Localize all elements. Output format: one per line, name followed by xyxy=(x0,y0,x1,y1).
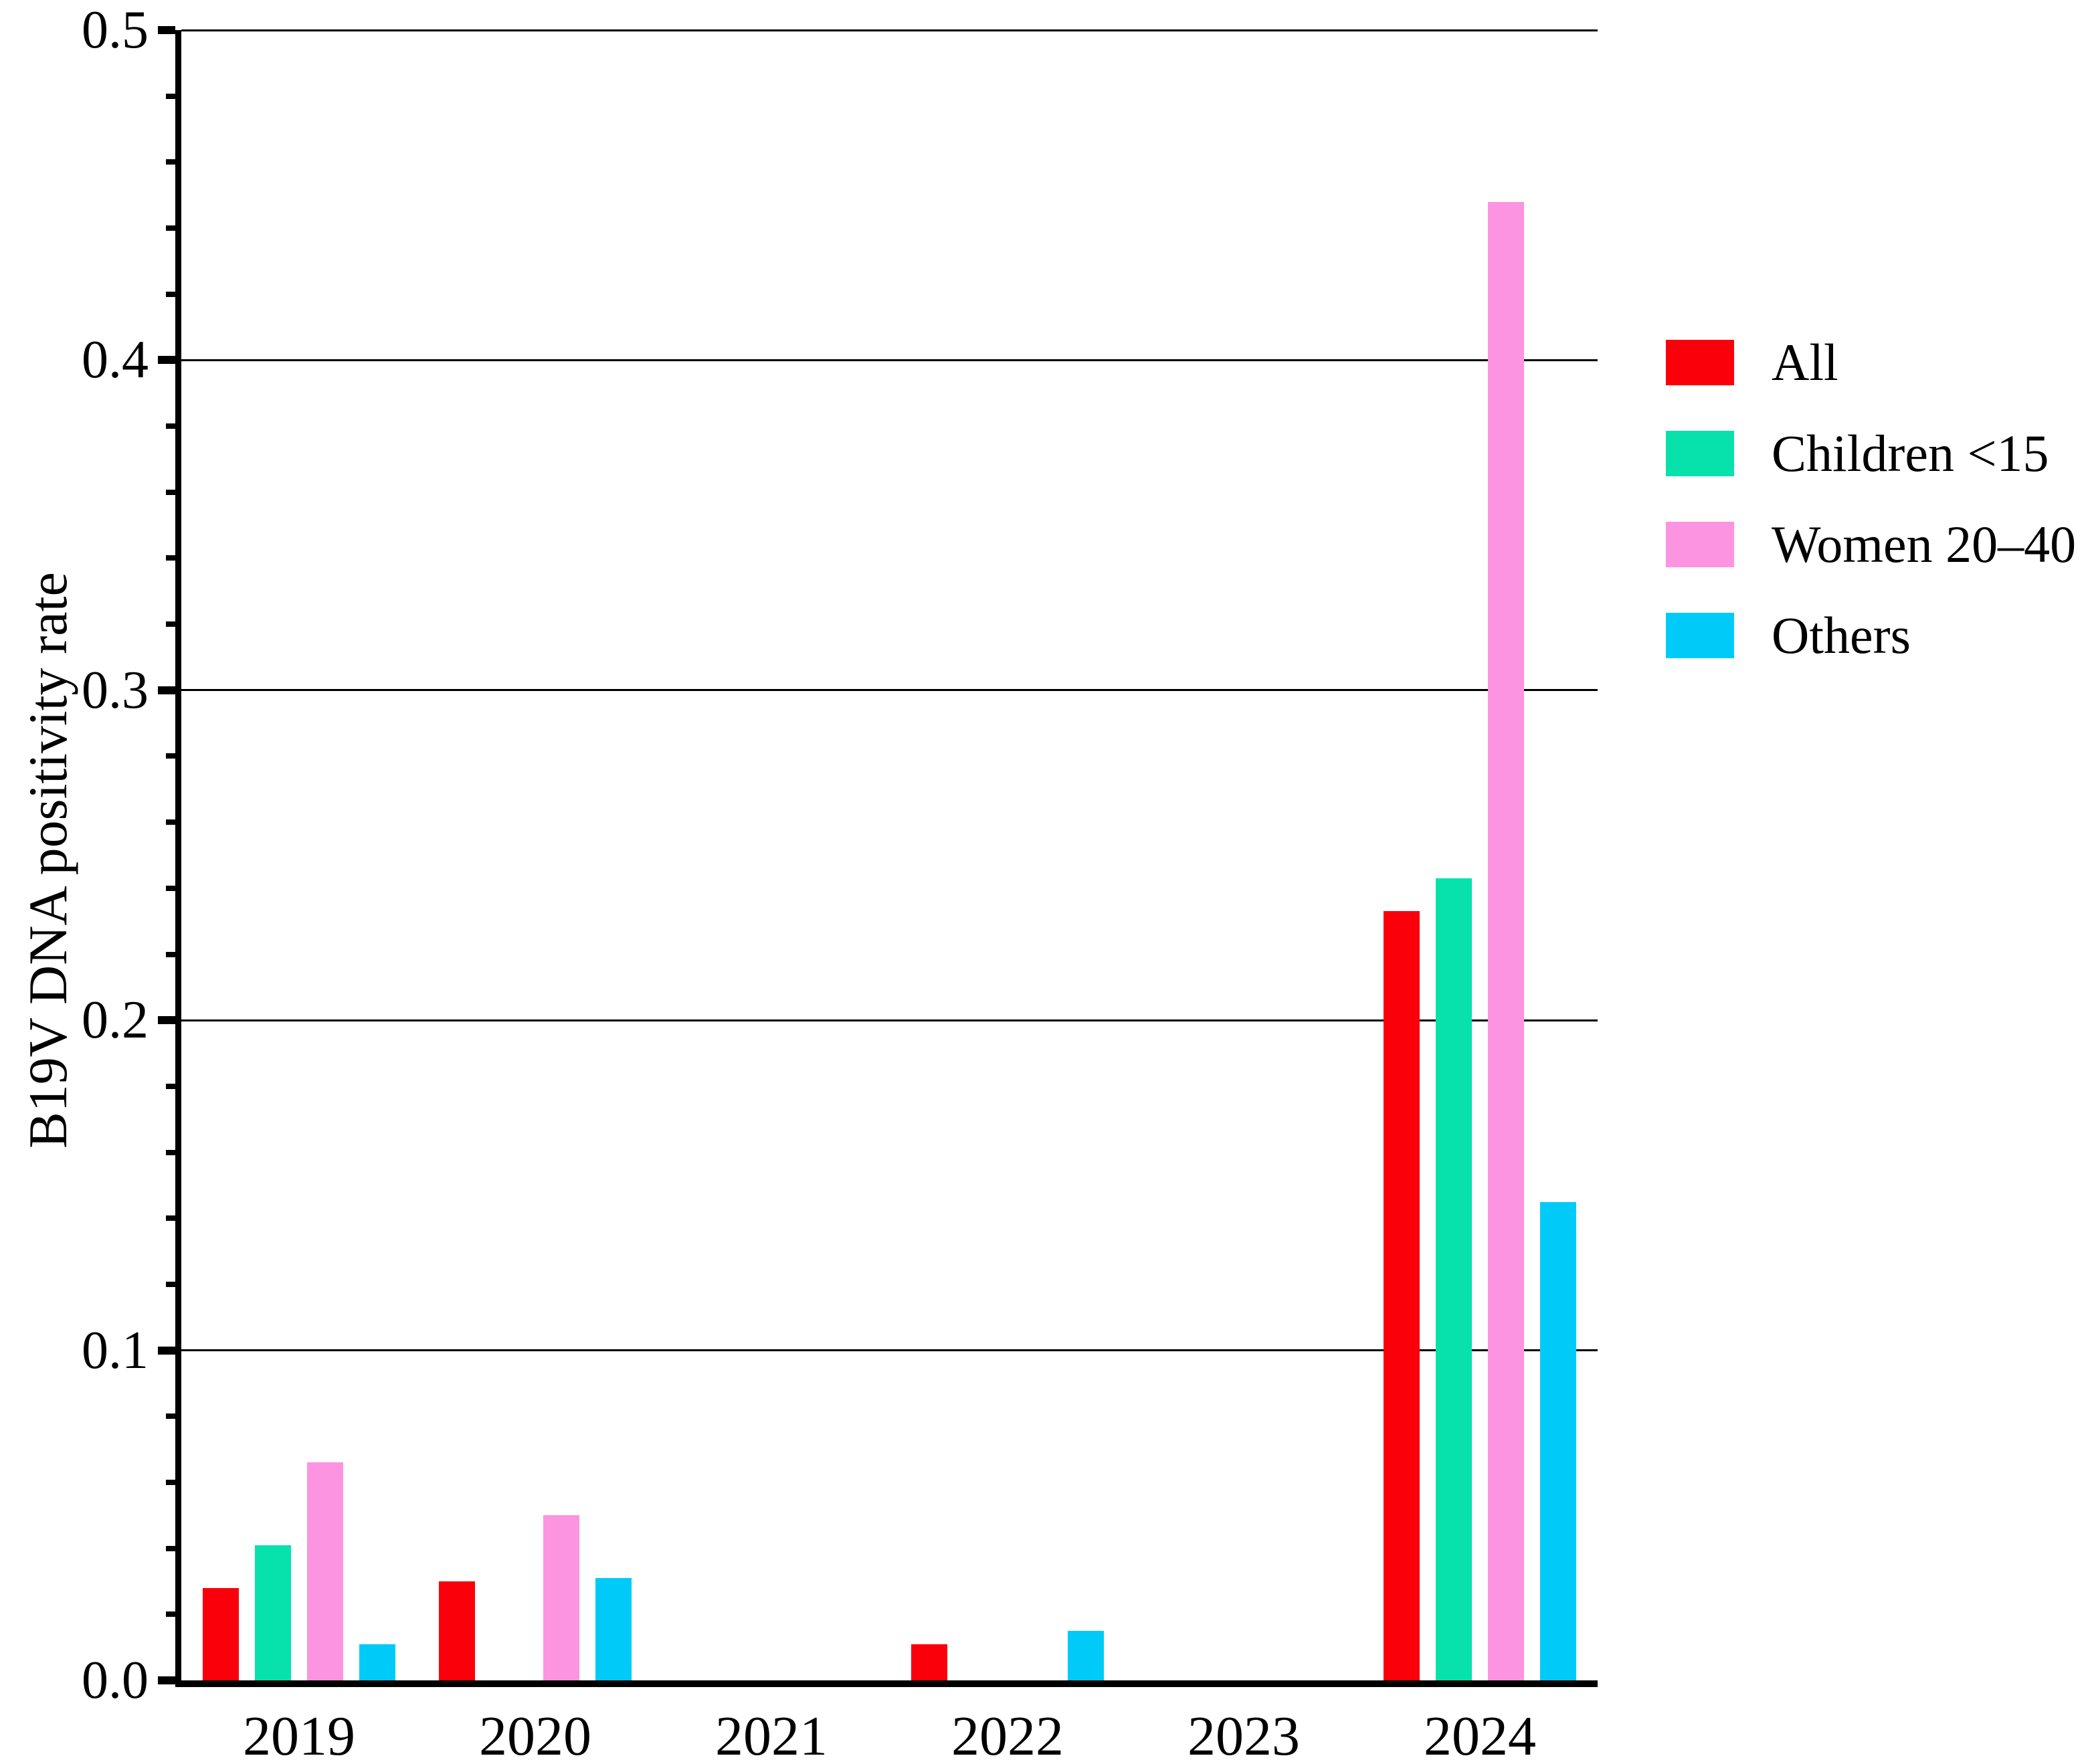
legend-swatch-children-15 xyxy=(1666,431,1734,476)
y-axis-minor-tick-0.24 xyxy=(166,886,175,891)
legend: All Children <15 Women 20–40 Others xyxy=(1666,336,2076,704)
legend-label-women-20-40: Women 20–40 xyxy=(1772,515,2077,573)
bar-women-20-40-2020 xyxy=(543,1515,579,1680)
y-axis-minor-tick-0.26 xyxy=(166,819,175,825)
legend-swatch-others xyxy=(1666,613,1734,658)
gridline-0.3 xyxy=(181,689,1598,691)
y-axis-minor-tick-0.34 xyxy=(166,555,175,561)
bar-all-2019 xyxy=(203,1588,239,1680)
y-tick-label-0.5: 0.5 xyxy=(82,1,149,60)
y-tick-label-0.3: 0.3 xyxy=(82,661,149,720)
y-axis-minor-tick-0.44 xyxy=(166,225,175,231)
y-axis-minor-tick-0.36 xyxy=(166,490,175,495)
y-axis-minor-tick-0.22 xyxy=(166,952,175,957)
x-tick-label-2024: 2024 xyxy=(1424,1705,1536,1764)
legend-item-others: Others xyxy=(1666,609,2076,662)
bar-others-2020 xyxy=(595,1578,632,1680)
y-axis-major-tick-0.10 xyxy=(158,1347,175,1355)
bar-all-2024 xyxy=(1384,911,1420,1680)
legend-label-children-15: Children <15 xyxy=(1772,424,2049,482)
gridline-0.5 xyxy=(181,29,1598,31)
legend-swatch-all xyxy=(1666,340,1734,385)
legend-label-others: Others xyxy=(1772,606,1911,664)
bar-women-20-40-2024 xyxy=(1488,202,1524,1680)
y-tick-label-0.2: 0.2 xyxy=(82,991,149,1050)
y-axis-minor-tick-0.06 xyxy=(166,1480,175,1485)
y-axis-minor-tick-0.16 xyxy=(166,1150,175,1155)
y-axis-minor-tick-0.04 xyxy=(166,1546,175,1551)
x-tick-label-2020: 2020 xyxy=(479,1705,591,1764)
bar-others-2019 xyxy=(359,1644,395,1680)
y-axis-minor-tick-0.02 xyxy=(166,1611,175,1617)
y-axis-major-tick-0.00 xyxy=(158,1676,175,1684)
y-axis-title: B19V DNA positivity rate xyxy=(17,572,78,1149)
legend-swatch-women-20-40 xyxy=(1666,522,1734,567)
y-axis-minor-tick-0.18 xyxy=(166,1084,175,1089)
y-axis-minor-tick-0.08 xyxy=(166,1413,175,1419)
y-axis-major-tick-0.20 xyxy=(158,1016,175,1024)
y-tick-label-0.0: 0.0 xyxy=(82,1651,149,1710)
x-tick-label-2023: 2023 xyxy=(1188,1705,1300,1764)
bar-others-2022 xyxy=(1068,1631,1104,1680)
gridline-0.2 xyxy=(181,1019,1598,1021)
y-axis-minor-tick-0.38 xyxy=(166,423,175,429)
x-tick-label-2019: 2019 xyxy=(243,1705,355,1764)
y-tick-label-0.1: 0.1 xyxy=(82,1321,149,1380)
legend-item-women-20-40: Women 20–40 xyxy=(1666,518,2076,571)
y-axis-minor-tick-0.12 xyxy=(166,1282,175,1287)
y-axis-minor-tick-0.46 xyxy=(166,159,175,165)
gridline-0.1 xyxy=(181,1349,1598,1351)
y-tick-label-0.4: 0.4 xyxy=(82,330,149,389)
bar-all-2020 xyxy=(439,1581,475,1680)
x-tick-label-2022: 2022 xyxy=(951,1705,1064,1764)
bar-all-2022 xyxy=(911,1644,947,1680)
legend-label-all: All xyxy=(1772,333,1838,391)
bar-children-15-2019 xyxy=(255,1545,291,1680)
bar-others-2024 xyxy=(1540,1202,1576,1680)
legend-item-all: All xyxy=(1666,336,2076,389)
bar-children-15-2024 xyxy=(1436,878,1472,1680)
y-axis-minor-tick-0.14 xyxy=(166,1215,175,1221)
y-axis-minor-tick-0.48 xyxy=(166,94,175,99)
y-axis-major-tick-0.30 xyxy=(158,686,175,694)
legend-item-children-15: Children <15 xyxy=(1666,427,2076,480)
y-axis-major-tick-0.50 xyxy=(158,26,175,34)
y-axis-minor-tick-0.28 xyxy=(166,753,175,759)
plot-area xyxy=(158,26,1598,1687)
y-axis-minor-tick-0.42 xyxy=(166,292,175,297)
y-axis-minor-tick-0.32 xyxy=(166,621,175,627)
gridline-0.4 xyxy=(181,359,1598,361)
y-axis-major-tick-0.40 xyxy=(158,356,175,364)
bar-women-20-40-2019 xyxy=(307,1462,343,1680)
x-tick-label-2021: 2021 xyxy=(715,1705,828,1764)
